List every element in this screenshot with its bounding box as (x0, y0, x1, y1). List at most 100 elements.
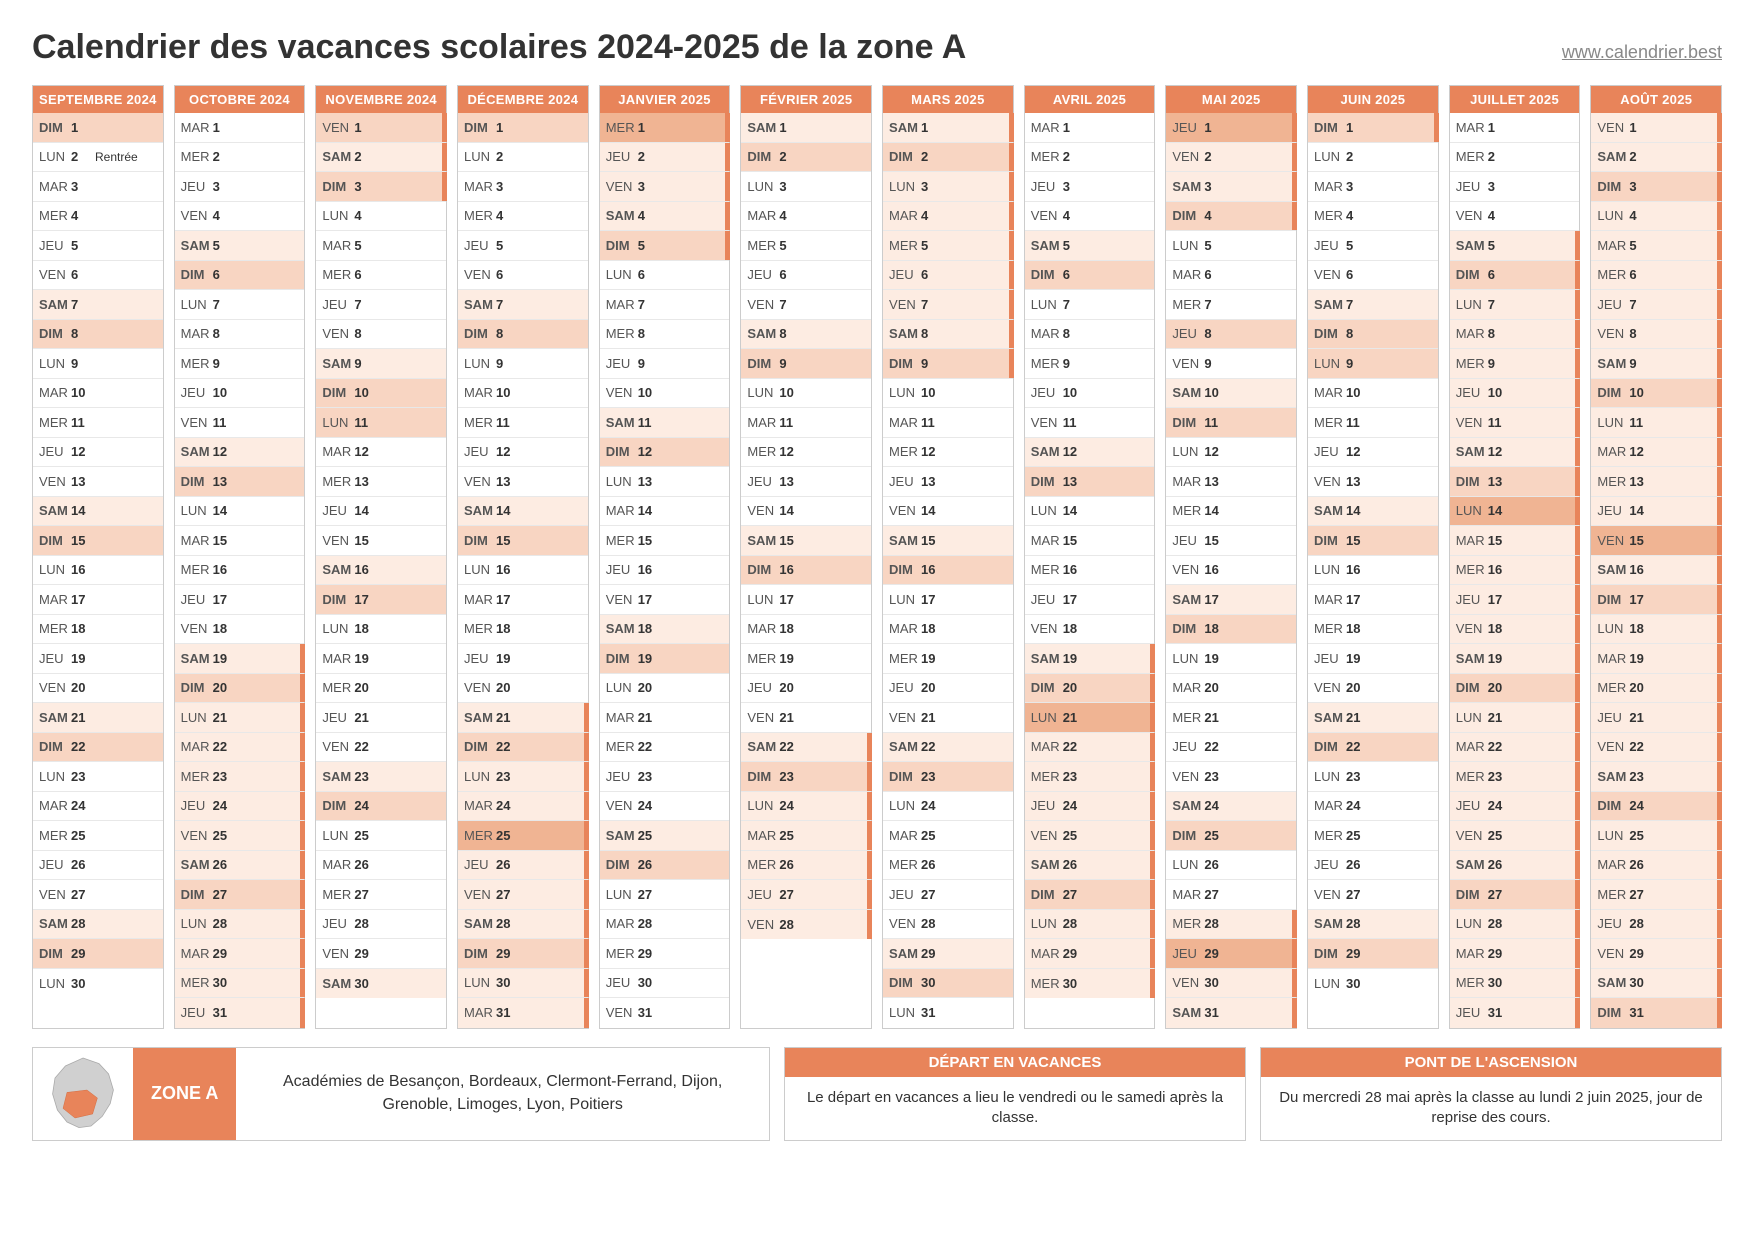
day-cell: JEU6 (741, 261, 871, 291)
day-number: 29 (71, 946, 93, 961)
day-of-week: JEU (1597, 297, 1629, 312)
day-cell: MER27 (1591, 880, 1721, 910)
day-number: 5 (213, 238, 235, 253)
day-number: 9 (1488, 356, 1510, 371)
day-cell: DIM10 (1591, 379, 1721, 409)
day-cell: SAM5 (1450, 231, 1580, 261)
month-header: OCTOBRE 2024 (175, 86, 305, 113)
day-of-week: MAR (1314, 385, 1346, 400)
day-of-week: LUN (1456, 710, 1488, 725)
day-of-week: MAR (1456, 739, 1488, 754)
day-of-week: SAM (1456, 857, 1488, 872)
site-url[interactable]: www.calendrier.best (1562, 42, 1722, 63)
day-number: 5 (1488, 238, 1510, 253)
day-cell: SAM19 (175, 644, 305, 674)
day-number: 26 (1629, 857, 1651, 872)
day-number: 28 (1204, 916, 1226, 931)
day-cell: MER13 (1591, 467, 1721, 497)
day-cell: MER26 (883, 851, 1013, 881)
day-of-week: SAM (1597, 562, 1629, 577)
france-map-icon (43, 1054, 123, 1134)
day-of-week: JEU (1456, 1005, 1488, 1020)
day-label: Rentrée (95, 150, 138, 164)
day-cell: MER5 (741, 231, 871, 261)
day-of-week: VEN (1314, 474, 1346, 489)
day-cell: DIM6 (175, 261, 305, 291)
day-cell: MER16 (1025, 556, 1155, 586)
day-cell: DIM17 (316, 585, 446, 615)
month-column: MARS 2025SAM1DIM2LUN3MAR4MER5JEU6VEN7SAM… (882, 85, 1014, 1029)
day-number: 16 (213, 562, 235, 577)
day-number: 13 (638, 474, 660, 489)
day-cell: JEU27 (883, 880, 1013, 910)
day-cell: JEU15 (1166, 526, 1296, 556)
day-of-week: VEN (1314, 267, 1346, 282)
day-number: 22 (779, 739, 801, 754)
day-cell: JEU10 (175, 379, 305, 409)
day-of-week: DIM (464, 739, 496, 754)
day-cell: VEN29 (1591, 939, 1721, 969)
month-column: JUILLET 2025MAR1MER2JEU3VEN4SAM5DIM6LUN7… (1449, 85, 1581, 1029)
day-of-week: MER (1031, 356, 1063, 371)
day-cell: DIM27 (175, 880, 305, 910)
day-cell: LUN27 (600, 880, 730, 910)
day-of-week: JEU (747, 474, 779, 489)
day-number: 4 (1346, 208, 1368, 223)
day-cell: SAM24 (1166, 792, 1296, 822)
day-cell: MAR19 (1591, 644, 1721, 674)
day-cell: MER25 (33, 821, 163, 851)
day-number: 24 (213, 798, 235, 813)
day-cell: VEN20 (33, 674, 163, 704)
day-of-week: VEN (747, 710, 779, 725)
day-of-week: JEU (1597, 503, 1629, 518)
day-of-week: LUN (181, 710, 213, 725)
day-cell: VEN21 (883, 703, 1013, 733)
day-cell: SAM30 (1591, 969, 1721, 999)
day-number: 6 (354, 267, 376, 282)
day-number: 27 (71, 887, 93, 902)
day-of-week: MER (1031, 976, 1063, 991)
day-number: 18 (1204, 621, 1226, 636)
day-number: 1 (921, 120, 943, 135)
day-number: 7 (496, 297, 518, 312)
day-of-week: SAM (322, 149, 354, 164)
day-of-week: DIM (181, 887, 213, 902)
day-number: 20 (71, 680, 93, 695)
day-cell: MAR10 (33, 379, 163, 409)
day-cell: MAR14 (600, 497, 730, 527)
day-of-week: VEN (322, 946, 354, 961)
day-cell: VEN27 (1308, 880, 1438, 910)
day-of-week: SAM (322, 769, 354, 784)
day-number: 2 (354, 149, 376, 164)
day-of-week: DIM (747, 769, 779, 784)
day-cell: SAM23 (316, 762, 446, 792)
day-cell: JEU17 (175, 585, 305, 615)
day-cell: LUN24 (883, 792, 1013, 822)
day-number: 19 (1346, 651, 1368, 666)
day-cell: VEN15 (1591, 526, 1721, 556)
day-number: 16 (1488, 562, 1510, 577)
day-number: 26 (1204, 857, 1226, 872)
day-cell: MER12 (741, 438, 871, 468)
day-cell: VEN6 (458, 261, 588, 291)
day-number: 10 (1629, 385, 1651, 400)
day-number: 30 (1629, 975, 1651, 990)
day-cell: DIM2 (883, 143, 1013, 173)
day-of-week: VEN (1597, 533, 1629, 548)
day-of-week: LUN (606, 267, 638, 282)
day-number: 9 (638, 356, 660, 371)
day-number: 31 (1629, 1005, 1651, 1020)
day-of-week: MER (464, 415, 496, 430)
day-of-week: JEU (464, 444, 496, 459)
day-number: 10 (1204, 385, 1226, 400)
day-cell: DIM16 (741, 556, 871, 586)
day-of-week: MAR (181, 739, 213, 754)
day-of-week: MER (181, 149, 213, 164)
day-of-week: JEU (1456, 798, 1488, 813)
day-number: 21 (496, 710, 518, 725)
day-of-week: DIM (1172, 415, 1204, 430)
day-of-week: DIM (1314, 120, 1346, 135)
day-of-week: VEN (464, 680, 496, 695)
month-column: DÉCEMBRE 2024DIM1LUN2MAR3MER4JEU5VEN6SAM… (457, 85, 589, 1029)
day-cell: MAR19 (316, 644, 446, 674)
